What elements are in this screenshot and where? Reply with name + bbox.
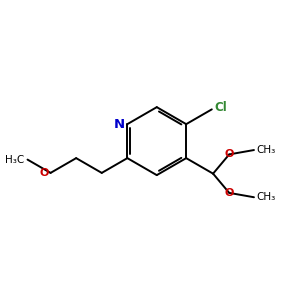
Text: H₃C: H₃C: [5, 154, 25, 165]
Text: CH₃: CH₃: [256, 145, 276, 155]
Text: O: O: [40, 168, 49, 178]
Text: Cl: Cl: [214, 101, 227, 114]
Text: O: O: [224, 188, 234, 198]
Text: O: O: [224, 149, 234, 159]
Text: CH₃: CH₃: [256, 192, 276, 202]
Text: N: N: [114, 118, 125, 130]
